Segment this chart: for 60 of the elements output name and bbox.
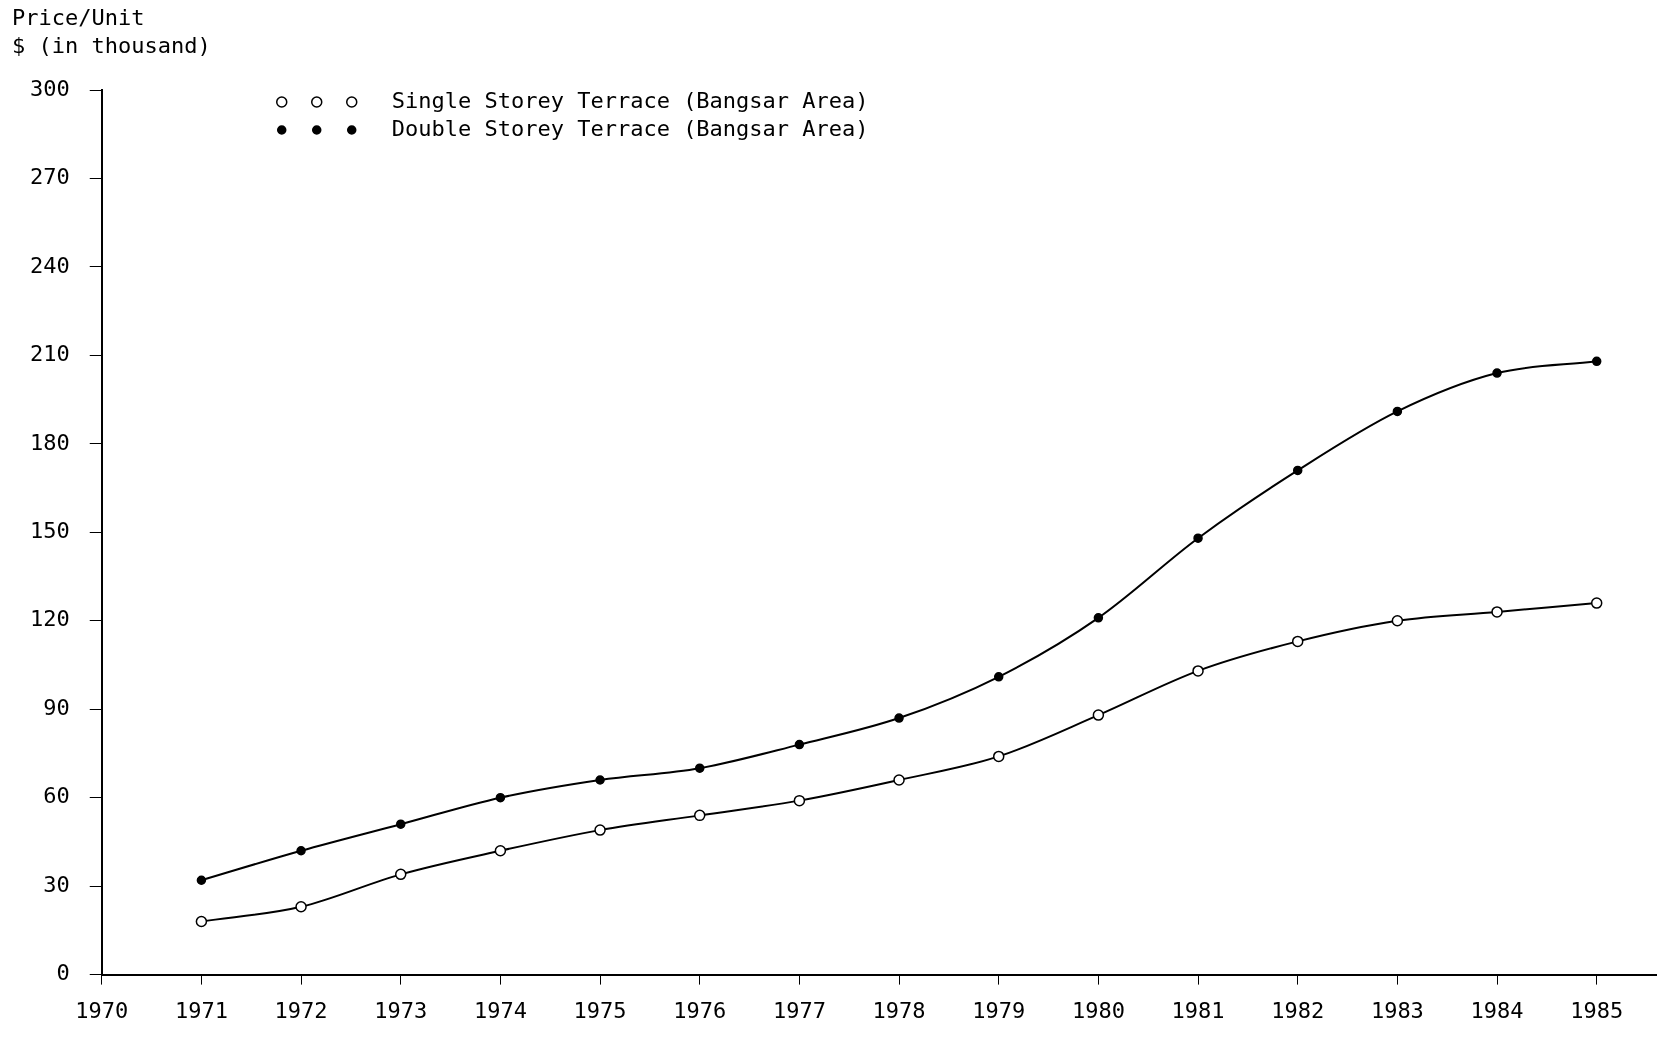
point xyxy=(1291,635,1304,648)
point xyxy=(1391,615,1404,627)
point xyxy=(1292,465,1303,476)
y-axis-title: Price/Unit $ (in thousand) xyxy=(12,4,211,58)
point xyxy=(195,915,208,928)
x-tick-label: 1975 xyxy=(573,997,627,1023)
point xyxy=(296,846,306,856)
y-tick-label: 210 xyxy=(29,341,70,367)
point xyxy=(894,713,904,723)
y-tick-label: 60 xyxy=(43,783,70,809)
point xyxy=(1491,606,1503,618)
point xyxy=(395,819,406,829)
y-tick-label: 270 xyxy=(29,164,70,190)
x-tick-label: 1983 xyxy=(1370,997,1424,1023)
point xyxy=(394,868,407,881)
point xyxy=(1192,665,1204,677)
point xyxy=(495,792,506,803)
x-tick-label: 1974 xyxy=(473,997,527,1023)
x-tick-label: 1977 xyxy=(772,997,826,1023)
point xyxy=(993,672,1004,682)
point xyxy=(494,845,507,857)
point xyxy=(1193,533,1203,543)
point xyxy=(1092,709,1105,721)
x-tick-label: 1970 xyxy=(75,997,129,1023)
x-tick-label: 1972 xyxy=(274,997,328,1023)
point xyxy=(1093,613,1104,623)
y-tick-label: 120 xyxy=(29,606,70,632)
x-tick-label: 1978 xyxy=(872,997,926,1023)
y-tick-label: 180 xyxy=(29,429,70,455)
x-tick-label: 1985 xyxy=(1570,997,1624,1023)
x-tick-label: 1971 xyxy=(174,997,228,1023)
point xyxy=(1392,406,1403,417)
point xyxy=(694,763,705,773)
x-tick-label: 1984 xyxy=(1470,997,1524,1023)
y-tick-label: 0 xyxy=(56,960,70,986)
y-tick-label: 300 xyxy=(29,75,70,101)
y-tick-label: 240 xyxy=(29,252,70,278)
x-tick-label: 1981 xyxy=(1171,997,1225,1023)
point xyxy=(295,901,307,913)
x-tick-label: 1976 xyxy=(673,997,727,1023)
legend-label: Single Storey Terrace (Bangsar Area) xyxy=(391,87,869,113)
point xyxy=(992,750,1005,763)
point xyxy=(1590,597,1603,609)
point xyxy=(793,794,806,807)
point xyxy=(196,875,207,885)
y-tick-label: 30 xyxy=(43,871,70,897)
x-tick-label: 1979 xyxy=(972,997,1026,1023)
point xyxy=(594,824,606,836)
point xyxy=(595,775,605,785)
point xyxy=(1591,356,1602,367)
x-tick-label: 1973 xyxy=(374,997,428,1023)
point xyxy=(794,739,805,750)
x-tick-label: 1982 xyxy=(1271,997,1325,1023)
point xyxy=(693,809,706,822)
point xyxy=(1492,368,1502,378)
point xyxy=(893,774,905,786)
y-tick-label: 150 xyxy=(29,518,70,544)
y-tick-label: 90 xyxy=(43,694,70,720)
x-tick-label: 1980 xyxy=(1071,997,1125,1023)
legend-label: Double Storey Terrace (Bangsar Area) xyxy=(391,115,869,141)
